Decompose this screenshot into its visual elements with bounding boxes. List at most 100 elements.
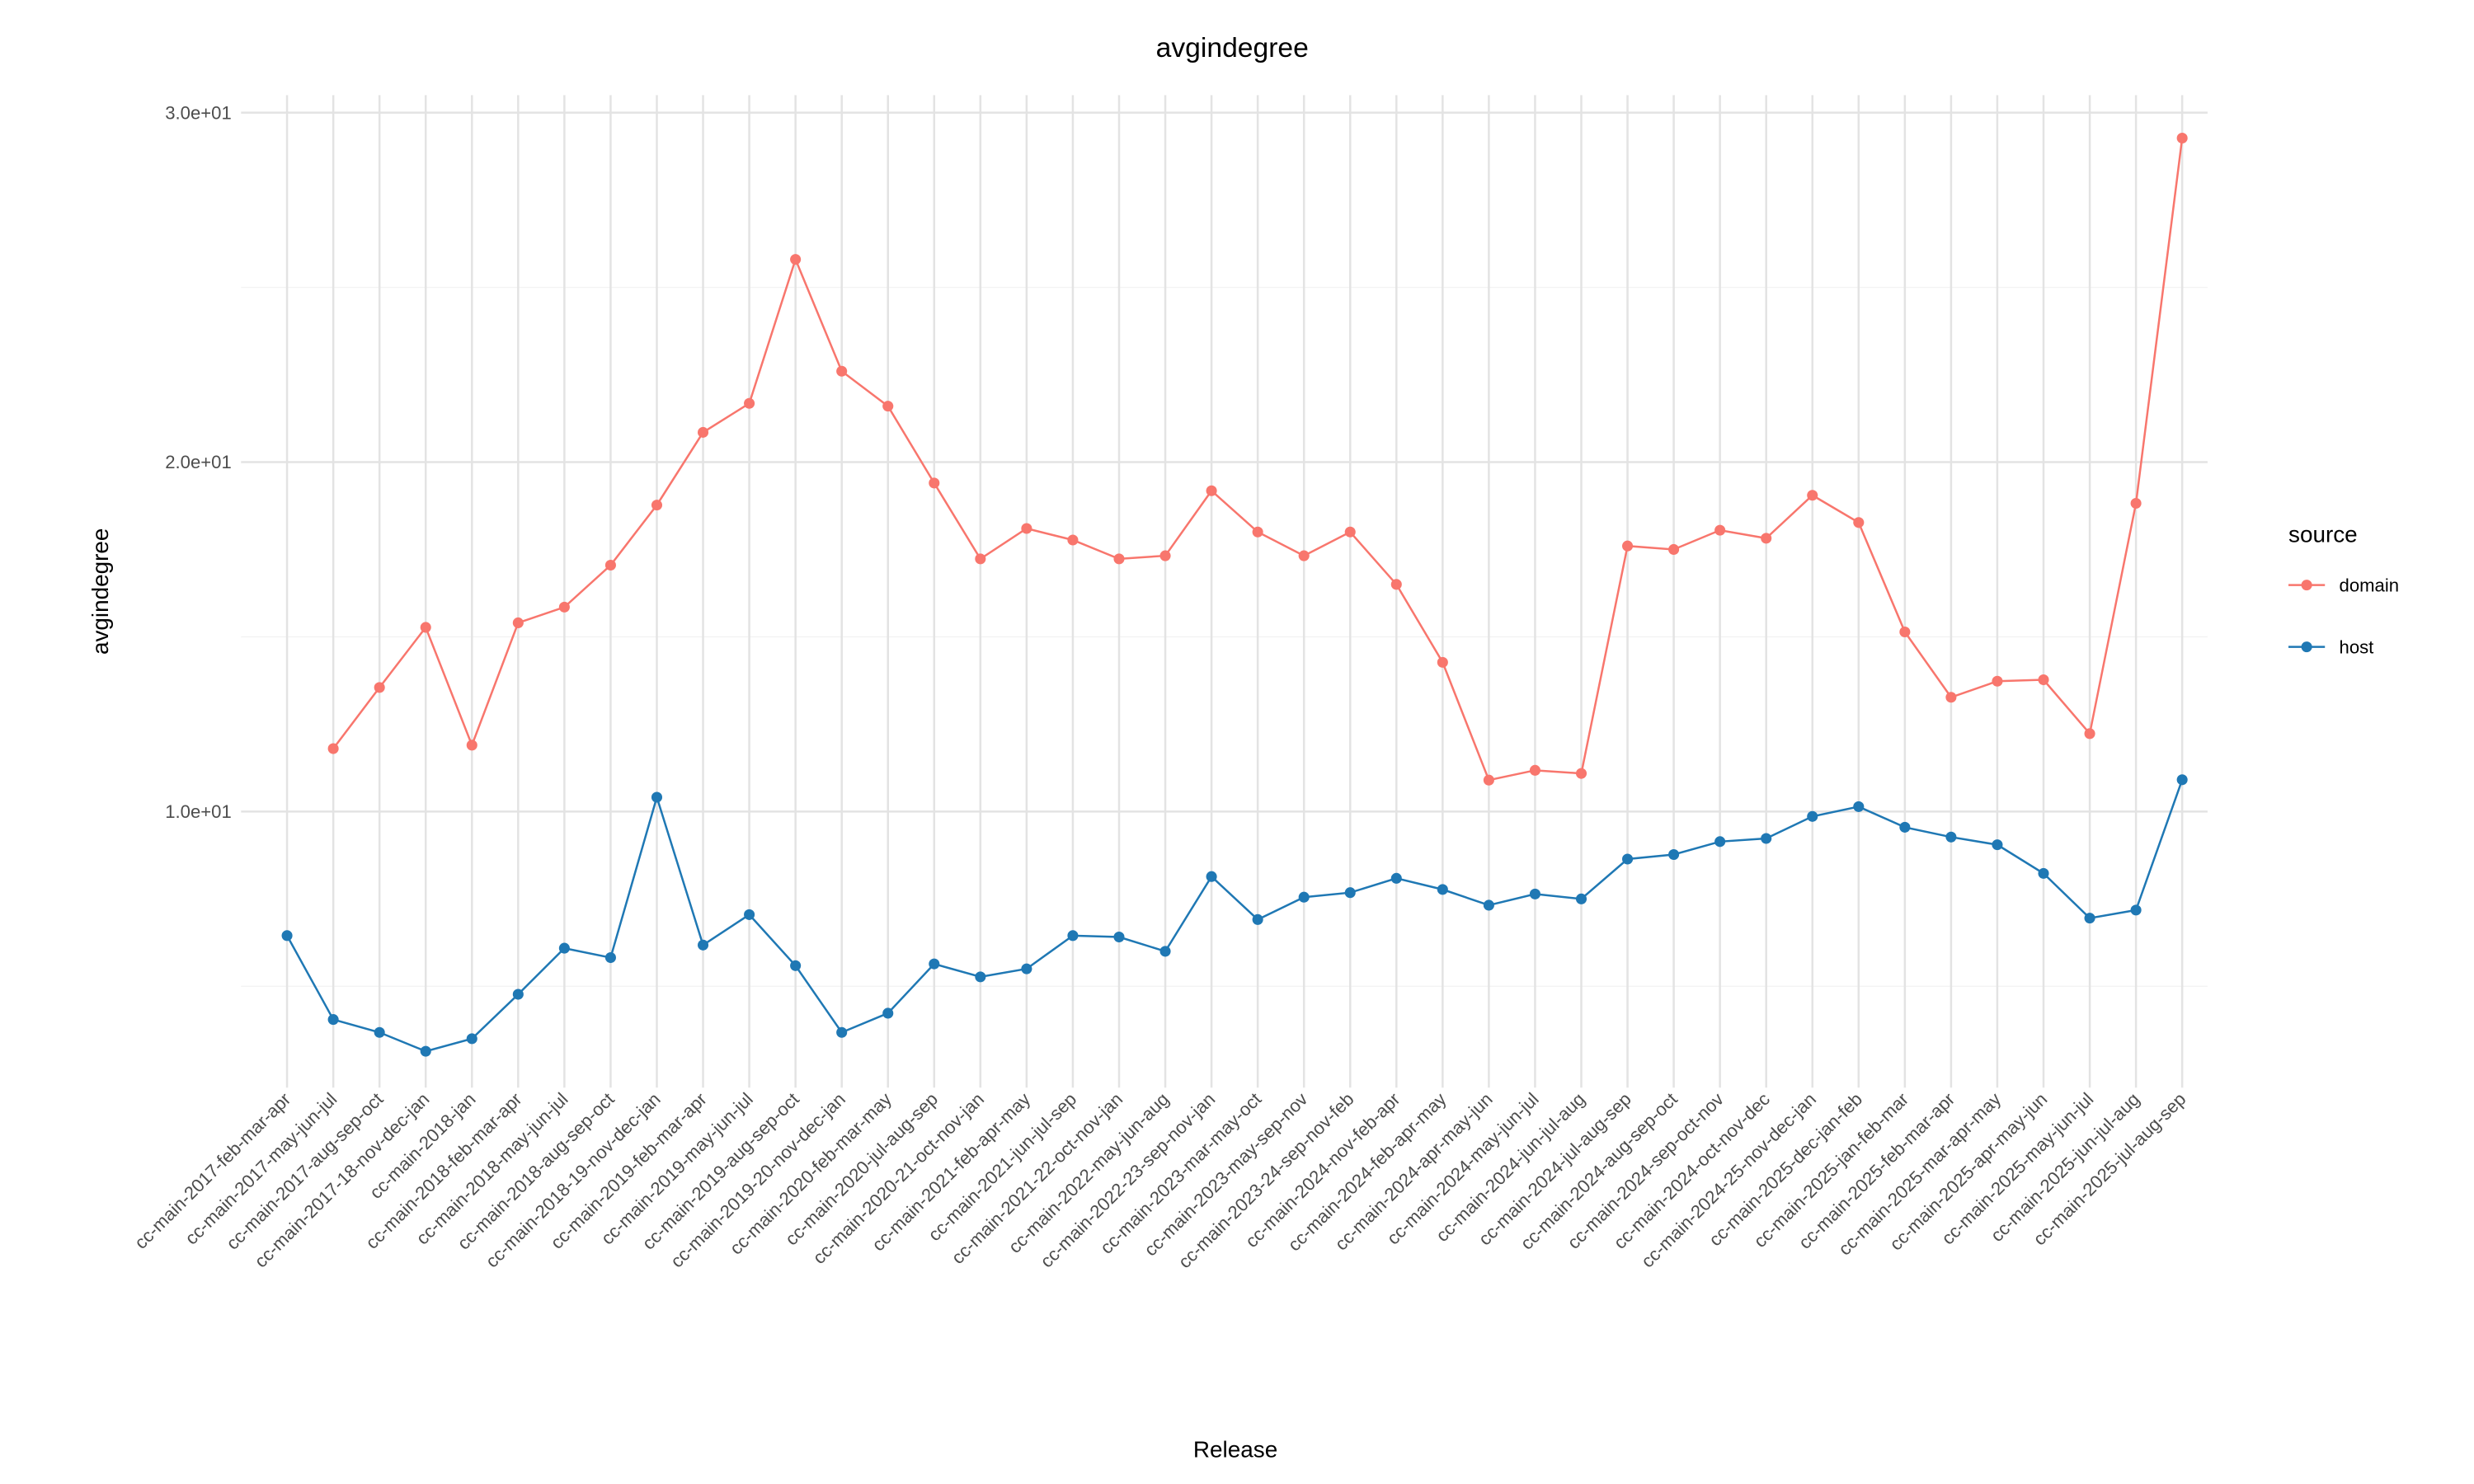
data-point-host <box>374 1026 385 1038</box>
data-point-domain <box>1853 517 1865 528</box>
data-point-host <box>697 939 709 951</box>
data-point-host <box>790 960 802 971</box>
data-point-domain <box>1344 526 1356 538</box>
chart-title: avgindegree <box>1156 33 1309 63</box>
data-point-domain <box>1067 534 1079 546</box>
data-point-domain <box>1945 692 1957 703</box>
data-point-host <box>929 958 940 970</box>
data-point-host <box>420 1045 431 1057</box>
data-point-host <box>1252 913 1263 925</box>
data-point-domain <box>1529 764 1540 776</box>
data-point-host <box>744 909 755 920</box>
data-point-host <box>1945 831 1957 843</box>
data-point-host <box>512 989 524 1000</box>
data-point-domain <box>2176 132 2188 144</box>
data-point-host <box>836 1026 848 1038</box>
data-point-host <box>1622 853 1634 865</box>
data-point-host <box>327 1014 339 1026</box>
data-point-host <box>1529 888 1540 899</box>
data-point-domain <box>420 622 431 633</box>
legend-label-domain: domain <box>2340 575 2400 595</box>
data-point-domain <box>327 743 339 754</box>
data-point-host <box>1067 930 1079 942</box>
data-point-domain <box>1899 626 1911 638</box>
data-point-domain <box>1113 553 1125 565</box>
data-point-host <box>975 971 986 983</box>
legend-label-host: host <box>2340 636 2374 657</box>
data-point-host <box>1390 872 1402 884</box>
data-point-domain <box>929 477 940 489</box>
data-point-host <box>1206 871 1217 882</box>
data-point-host <box>2084 913 2095 924</box>
data-point-host <box>1668 848 1680 861</box>
data-point-host <box>651 791 663 803</box>
data-point-domain <box>975 553 986 565</box>
data-point-host <box>1761 833 1772 844</box>
data-point-host <box>558 942 570 954</box>
data-point-domain <box>466 740 477 751</box>
data-point-host <box>1483 899 1494 911</box>
series-host <box>281 774 2188 1057</box>
data-point-host <box>1575 893 1587 904</box>
data-point-domain <box>1575 768 1587 779</box>
data-point-domain <box>1206 485 1217 496</box>
data-point-host <box>1298 891 1310 903</box>
data-point-host <box>1159 946 1171 957</box>
data-point-domain <box>1390 579 1402 590</box>
data-point-host <box>2130 904 2142 916</box>
data-point-domain <box>2038 674 2049 686</box>
data-point-domain <box>1807 490 1818 501</box>
data-point-domain <box>1992 675 2003 687</box>
y-tick-label: 2.0e+01 <box>165 452 232 472</box>
data-point-host <box>1437 884 1448 895</box>
data-point-host <box>1807 810 1818 822</box>
legend-key-domain <box>2288 580 2326 591</box>
data-point-host <box>2176 774 2188 786</box>
data-point-domain <box>1298 550 1310 561</box>
data-point-domain <box>2084 728 2095 740</box>
data-point-domain <box>1761 533 1772 544</box>
data-point-domain <box>836 365 848 377</box>
data-point-domain <box>512 617 524 628</box>
data-point-domain <box>1483 774 1494 786</box>
data-point-host <box>604 952 616 964</box>
data-point-domain <box>790 254 802 265</box>
data-point-domain <box>1159 550 1171 561</box>
data-point-host <box>1853 801 1865 812</box>
data-point-host <box>1344 887 1356 899</box>
data-point-host <box>1899 821 1911 833</box>
data-point-host <box>1992 839 2003 851</box>
data-point-domain <box>1252 526 1263 538</box>
y-tick-label: 3.0e+01 <box>165 102 232 123</box>
data-point-host <box>281 930 293 942</box>
data-point-domain <box>1622 540 1634 552</box>
data-point-host <box>1021 963 1032 974</box>
data-point-host <box>882 1007 894 1019</box>
x-axis-ticks: cc-main-2017-feb-mar-aprcc-main-2017-may… <box>130 1088 2189 1272</box>
legend-key-host <box>2288 641 2326 653</box>
series-layer <box>281 132 2188 1057</box>
grid <box>241 95 2208 1088</box>
legend: source domain host <box>2288 522 2400 657</box>
data-point-domain <box>882 401 894 412</box>
data-point-domain <box>744 397 755 409</box>
data-point-domain <box>697 426 709 438</box>
data-point-host <box>2038 867 2049 879</box>
data-point-host <box>1714 836 1726 848</box>
y-axis-ticks: 1.0e+01 2.0e+01 3.0e+01 <box>165 102 232 822</box>
data-point-domain <box>2130 497 2142 510</box>
data-point-domain <box>1714 524 1726 536</box>
data-point-domain <box>1021 523 1032 534</box>
data-point-host <box>466 1033 477 1045</box>
data-point-domain <box>558 601 570 613</box>
y-tick-label: 1.0e+01 <box>165 801 232 822</box>
series-domain <box>327 132 2188 786</box>
data-point-domain <box>651 500 663 511</box>
data-point-domain <box>1668 543 1680 555</box>
data-point-domain <box>1437 656 1448 668</box>
data-point-host <box>1113 931 1125 943</box>
y-axis-title: avgindegree <box>87 528 113 655</box>
series-line-host <box>285 779 2184 1053</box>
legend-title: source <box>2288 522 2358 547</box>
